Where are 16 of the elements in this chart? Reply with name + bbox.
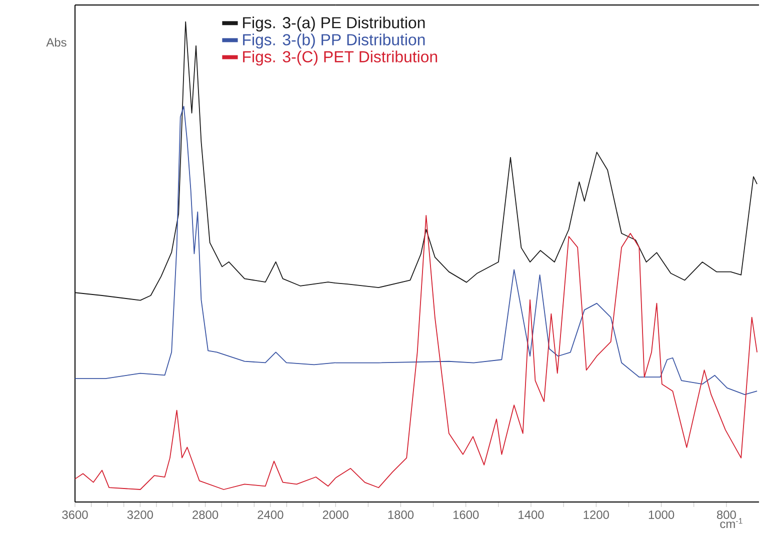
legend-label: Figs. 3-(b) PP Distribution [243,34,425,49]
x-tick-label: 2800 [192,510,218,519]
x-tick-label: 1000 [648,510,674,519]
x-axis-title: cm$^{-1}$ [720,518,742,528]
x-tick-label: 2400 [258,510,284,519]
x-tick-label: 800 [716,510,736,519]
x-tick-label: 3200 [127,510,153,519]
x-tick-label: 3600 [62,510,88,519]
legend-label: Figs. 3-(a) PE Distribution [243,16,425,32]
x-tick-label: 2000 [322,510,348,519]
x-tick-label: 1600 [453,510,479,519]
y-axis-title: Abs [46,38,66,47]
x-tick-label: 1200 [584,510,609,519]
x-tick-label: 1800 [388,510,414,519]
legend-label: Figs. 3-(C) PET Distribution [243,50,438,66]
x-tick-label: 1400 [518,510,544,519]
